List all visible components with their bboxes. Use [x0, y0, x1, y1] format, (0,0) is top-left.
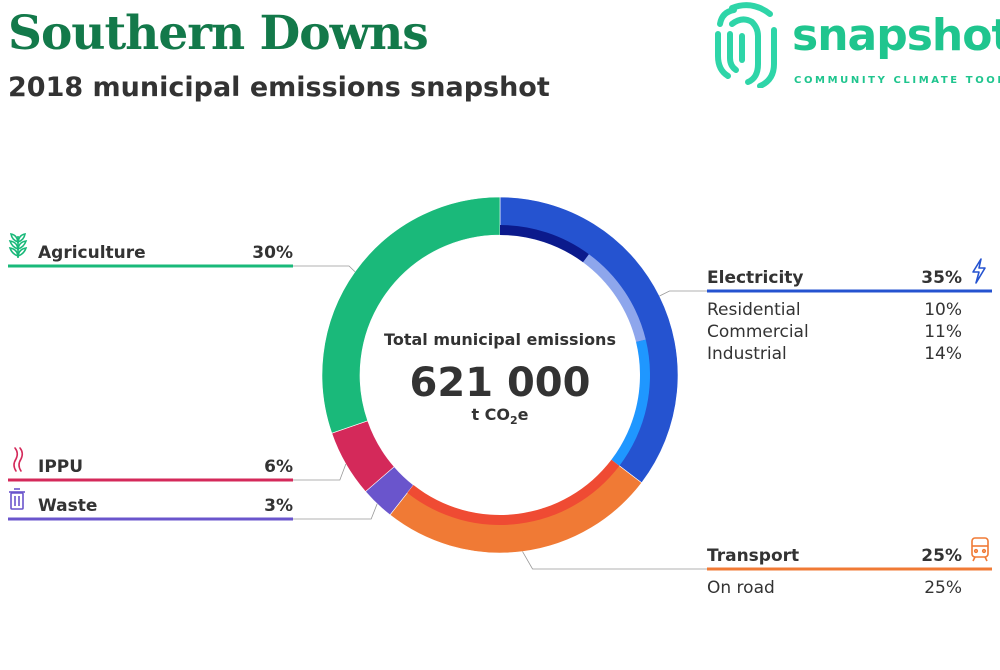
snapshot-logo: snapshot COMMUNITY CLIMATE TOOL — [712, 0, 1000, 90]
train-icon — [971, 537, 989, 562]
outer-ring — [321, 196, 679, 554]
legend-label-transport: Transport — [707, 546, 799, 566]
legend-sub-label-commercial: Commercial — [707, 322, 809, 342]
leader-ippu — [293, 463, 347, 481]
wheat-icon — [8, 233, 28, 258]
right-legend: Electricity 35% Residential 10% Commercial 11… — [707, 268, 992, 598]
fingerprint-logo-icon — [715, 2, 777, 88]
center-unit: t CO2e — [471, 405, 528, 427]
page-title: Southern Downs — [8, 6, 429, 61]
legend-sub-label-residential: Residential — [707, 300, 801, 320]
legend-label-agriculture: Agriculture — [38, 243, 146, 263]
leader-lines — [293, 265, 707, 570]
leader-electricity — [659, 290, 707, 297]
page-subtitle: 2018 municipal emissions snapshot — [8, 72, 550, 103]
leader-waste — [293, 503, 378, 520]
leader-transport — [522, 551, 707, 570]
legend-label-ippu: IPPU — [38, 457, 83, 477]
subslice-industrial — [611, 339, 651, 466]
legend-sub-value-on-road: 25% — [924, 578, 962, 598]
subslice-commercial — [583, 254, 646, 342]
legend-value-ippu: 6% — [264, 457, 293, 477]
legend-value-transport: 25% — [921, 546, 962, 566]
logo-wordmark: snapshot — [792, 10, 1000, 61]
left-legend: Agriculture 30% IPPU 6% Waste 3% — [8, 243, 293, 521]
legend-label-waste: Waste — [38, 496, 97, 516]
slice-electricity — [499, 196, 679, 484]
legend-sub-label-industrial: Industrial — [707, 344, 787, 364]
center-label: Total municipal emissions — [384, 330, 616, 349]
logo-tagline: COMMUNITY CLIMATE TOOL — [794, 75, 1000, 86]
inner-ring — [407, 225, 651, 525]
legend-sub-label-on-road: On road — [707, 578, 775, 598]
legend-value-agriculture: 30% — [252, 243, 293, 263]
subslice-on-road — [407, 459, 620, 525]
lightning-icon — [972, 258, 986, 284]
legend-sub-value-residential: 10% — [924, 300, 962, 320]
legend-value-waste: 3% — [264, 496, 293, 516]
center-value: 621 000 — [410, 360, 591, 406]
legend-sub-value-industrial: 14% — [924, 344, 962, 364]
legend-label-electricity: Electricity — [707, 268, 804, 288]
slice-agriculture — [321, 196, 501, 434]
subslice-residential — [500, 225, 589, 263]
leader-agriculture — [293, 265, 356, 273]
legend-value-electricity: 35% — [921, 268, 962, 288]
smoke-icon — [13, 447, 24, 472]
legend-sub-value-commercial: 11% — [924, 322, 962, 342]
bin-icon — [9, 488, 25, 510]
